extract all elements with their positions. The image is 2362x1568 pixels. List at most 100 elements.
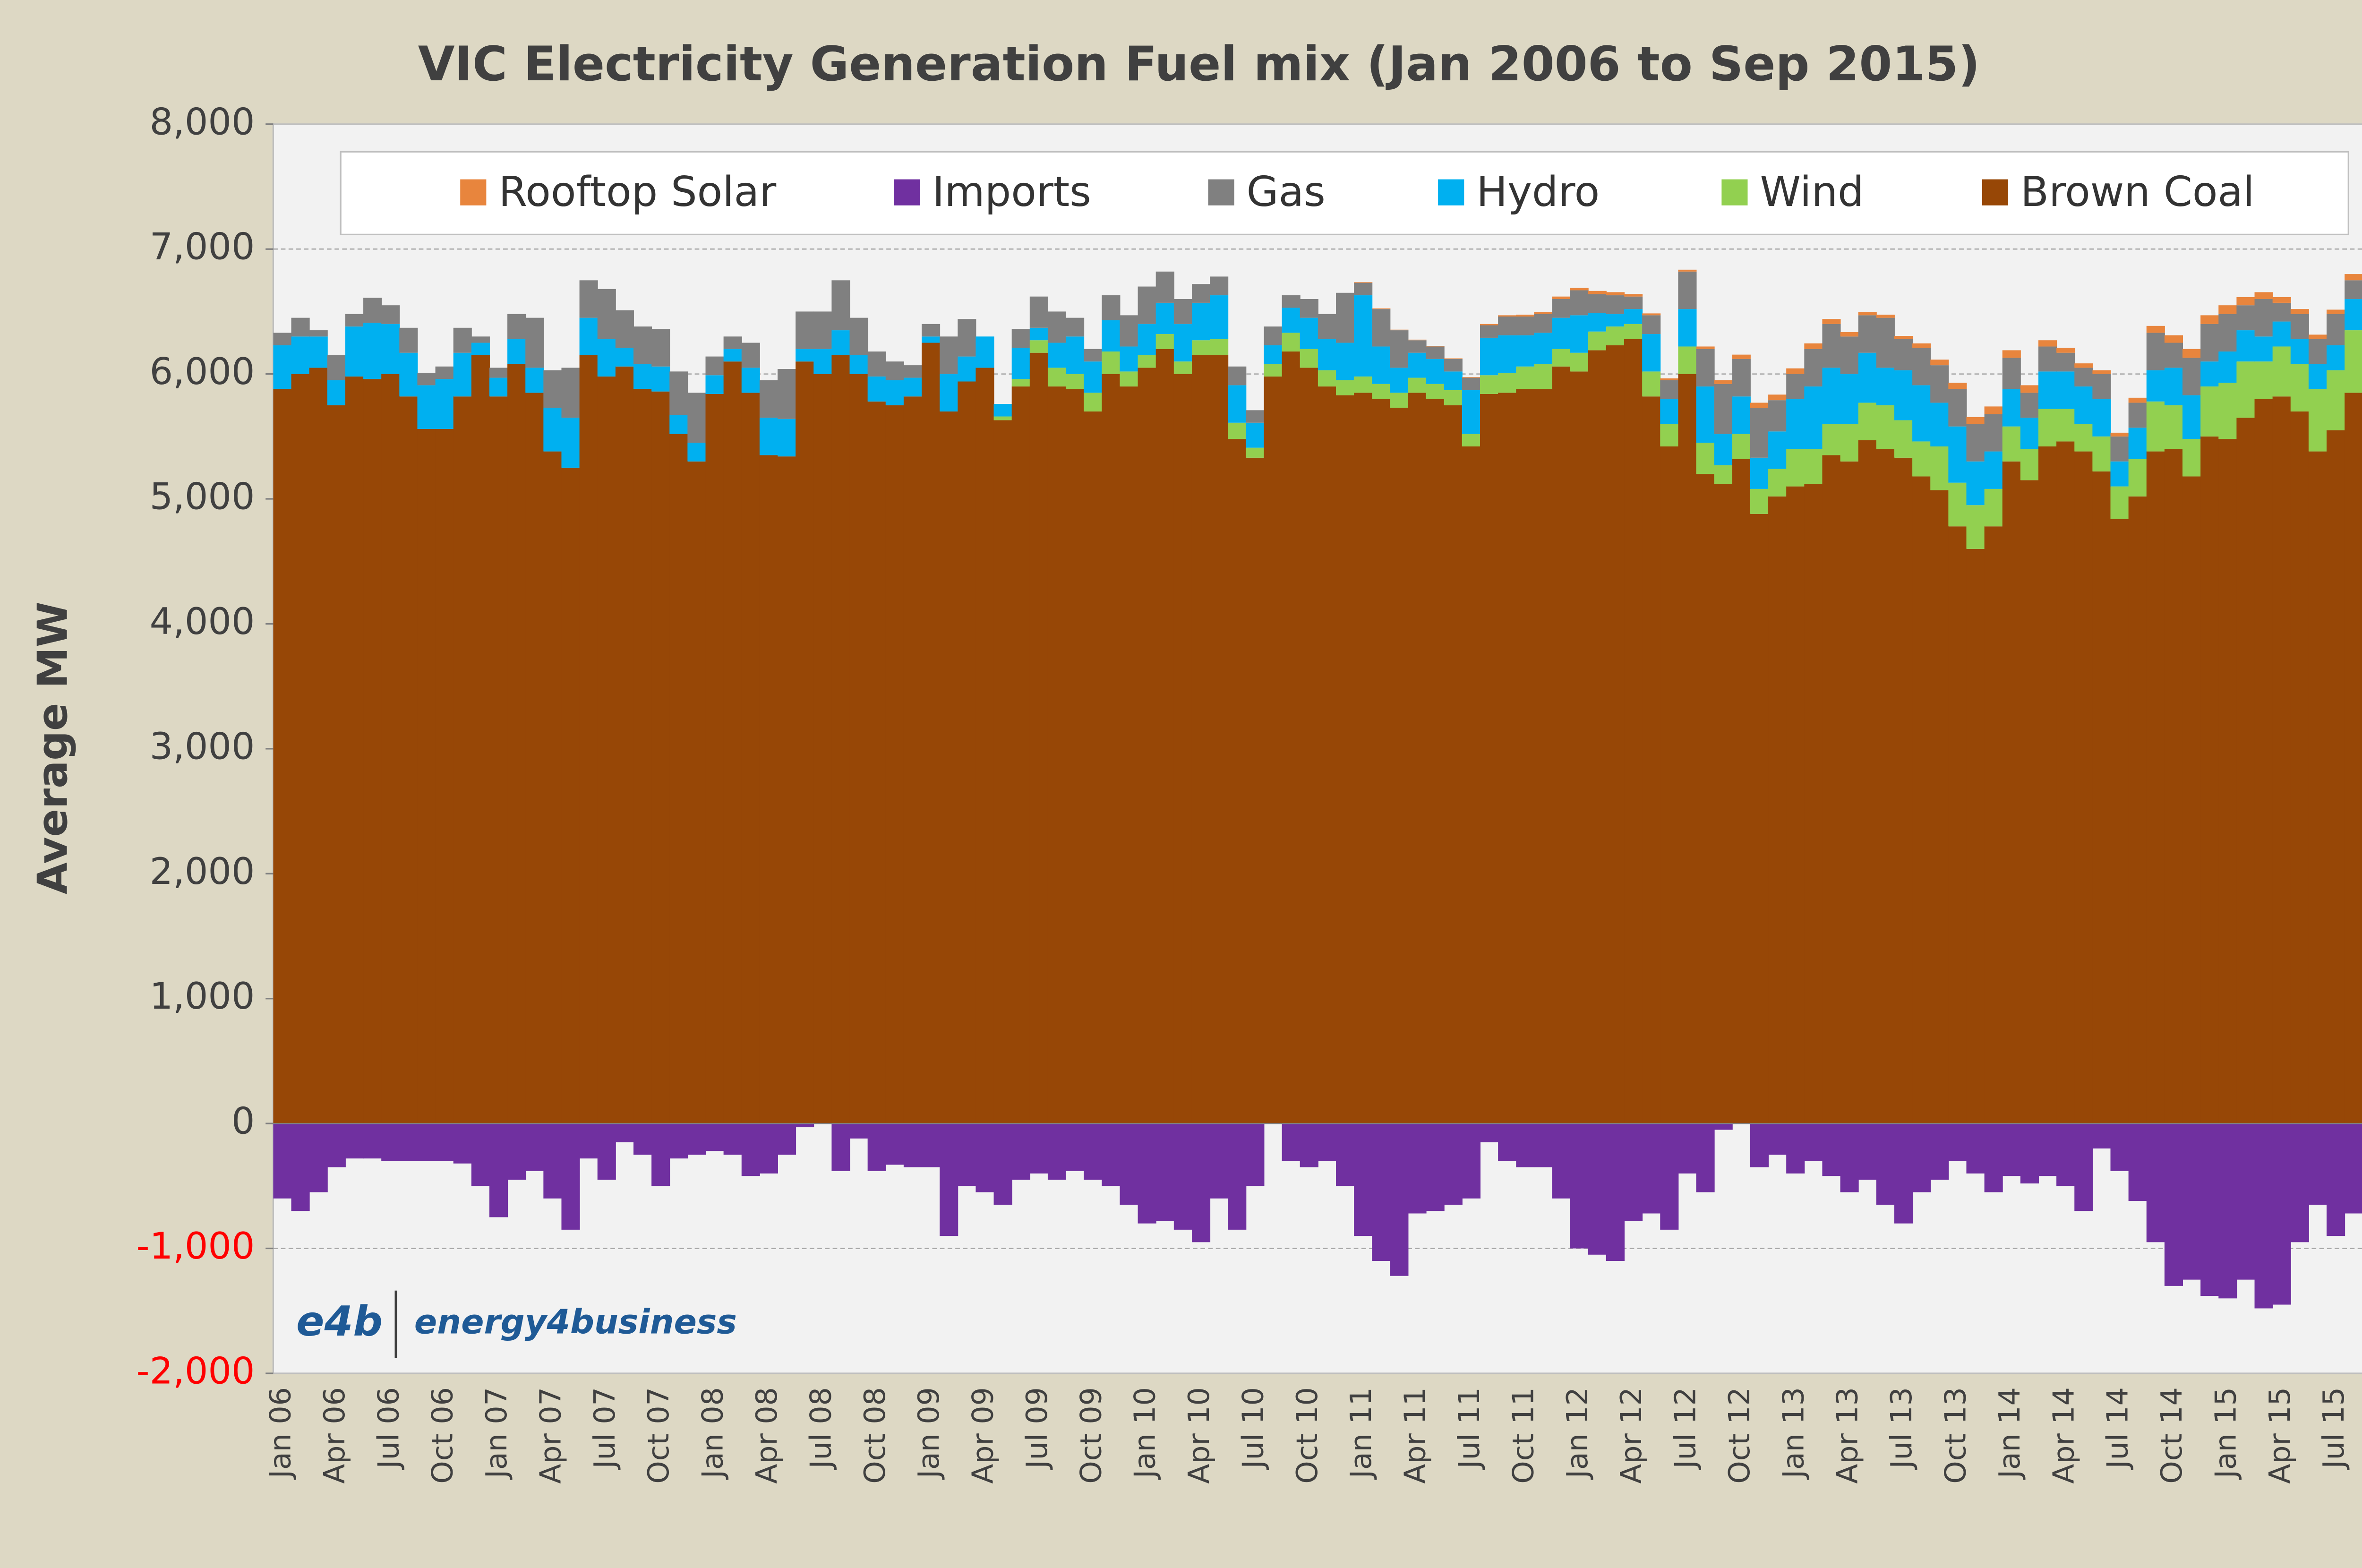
bar-segment [561, 418, 580, 468]
bar-segment [597, 339, 616, 377]
bar-segment [2218, 314, 2237, 352]
bar-segment [309, 1123, 328, 1192]
bar-segment [2164, 449, 2183, 1124]
bar-segment [507, 314, 526, 339]
bar-segment [2327, 1123, 2345, 1236]
bar-segment [1498, 1123, 1517, 1161]
bar-segment [1335, 395, 1355, 1124]
bar-segment [1354, 295, 1373, 377]
bar-segment [507, 364, 526, 1124]
bar-segment [1372, 399, 1391, 1124]
bar-segment [381, 324, 400, 374]
x-tick-label: Oct 13 [1938, 1387, 1972, 1484]
bar-segment [1948, 426, 1967, 483]
legend-label: Hydro [1476, 168, 1600, 216]
bar-segment [831, 1123, 850, 1171]
bar-segment [1102, 295, 1121, 320]
bar-segment [2308, 339, 2328, 364]
bar-segment [2164, 405, 2183, 449]
bar-segment [2200, 315, 2219, 324]
bar-segment [1210, 276, 1229, 296]
bar-segment [615, 366, 634, 1124]
bar-segment [1966, 461, 1985, 506]
bar-segment [1246, 457, 1265, 1124]
bar-segment [1480, 337, 1499, 376]
bar-segment [1498, 372, 1517, 393]
bar-segment [633, 389, 652, 1124]
bar-segment [615, 1123, 634, 1142]
bar-segment [597, 1123, 616, 1180]
bar-segment [309, 368, 328, 1124]
y-tick-label: -2,000 [136, 1350, 255, 1392]
bar-segment [2146, 326, 2165, 333]
bar-segment [1786, 1123, 1805, 1174]
bar-segment [2020, 393, 2039, 418]
bar-segment [993, 1123, 1012, 1205]
bar-segment [1786, 374, 1805, 399]
legend-swatch [460, 179, 487, 206]
bar-segment [1696, 474, 1715, 1124]
bar-segment [1804, 484, 1823, 1124]
bar-segment [1390, 408, 1409, 1124]
bar-segment [687, 443, 706, 462]
bar-segment [1606, 295, 1625, 314]
bar-segment [1876, 449, 1895, 1124]
bar-segment [922, 1123, 941, 1167]
bar-segment [2074, 1123, 2093, 1211]
bar-segment [1011, 348, 1030, 379]
bar-segment [1120, 315, 1138, 347]
bar-segment [993, 420, 1012, 1124]
bar-segment [1011, 1123, 1030, 1180]
bar-segment [1984, 1123, 2003, 1192]
bar-segment [1210, 339, 1229, 355]
bar-segment [1047, 368, 1067, 387]
bar-segment [1534, 389, 1553, 1124]
x-tick-label: Jan 06 [264, 1387, 298, 1480]
bar-segment [1858, 403, 1877, 440]
bar-segment [579, 280, 598, 318]
bar-segment [1930, 490, 1949, 1124]
bar-segment [2038, 446, 2057, 1124]
legend-swatch [894, 179, 920, 206]
bar-segment [1660, 380, 1679, 399]
bar-segment [813, 374, 832, 1124]
bar-segment [291, 1123, 310, 1211]
bar-segment [417, 385, 436, 429]
bar-segment [2308, 334, 2328, 339]
bar-segment [958, 319, 976, 357]
bar-segment [2092, 1123, 2111, 1149]
bar-segment [1588, 291, 1607, 294]
bar-segment [1480, 375, 1499, 394]
logo-mark: e4b [296, 1297, 383, 1345]
bar-segment [1516, 335, 1535, 367]
bar-segment [1102, 374, 1121, 1124]
bar-segment [741, 343, 760, 368]
bar-segment [1786, 368, 1805, 374]
bar-segment [2308, 389, 2328, 452]
bar-segment [2200, 436, 2219, 1124]
bar-segment [1588, 331, 1607, 351]
bar-segment [435, 1123, 454, 1161]
bar-segment [1588, 313, 1607, 332]
bar-segment [1516, 1123, 1535, 1167]
bar-segment [1696, 1123, 1715, 1192]
bar-segment [273, 345, 292, 389]
bar-segment [940, 374, 958, 411]
bar-segment [1552, 349, 1571, 367]
bar-segment [1084, 361, 1103, 393]
bar-segment [2002, 461, 2021, 1124]
bar-segment [1714, 384, 1733, 434]
bar-segment [363, 298, 382, 323]
bar-segment [1335, 343, 1355, 380]
bar-segment [2128, 403, 2147, 428]
bar-segment [1912, 441, 1931, 477]
bar-segment [363, 379, 382, 1124]
x-tick-label: Jan 10 [1128, 1387, 1162, 1480]
bar-segment [1066, 317, 1085, 337]
bar-segment [2200, 1123, 2219, 1296]
legend-label: Gas [1247, 168, 1326, 216]
bar-segment [2038, 340, 2057, 347]
bar-segment [1606, 326, 1625, 345]
bar-segment [2074, 424, 2093, 452]
